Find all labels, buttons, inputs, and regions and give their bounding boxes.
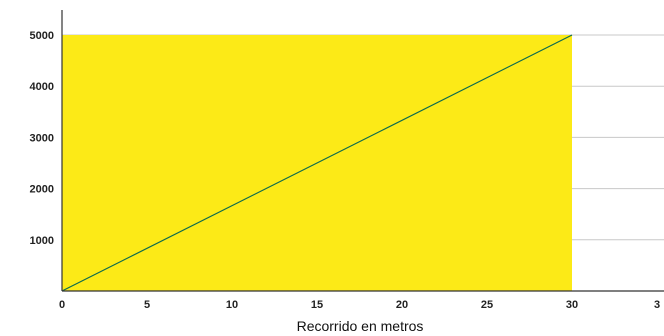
- y-tick-label: 2000: [30, 184, 54, 196]
- x-tick-labels: 0 5 10 15 20 25 30 3: [59, 299, 660, 311]
- y-tick-labels: 1000 2000 3000 4000 5000: [30, 30, 54, 247]
- series-line-0: [61, 34, 573, 292]
- y-tick-label: 3000: [30, 132, 54, 144]
- x-tick-label: 0: [59, 299, 65, 311]
- x-tick-label: 3: [654, 299, 660, 311]
- x-tick-label: 10: [226, 299, 238, 311]
- x-tick-label: 30: [566, 299, 578, 311]
- series-lines: [61, 34, 573, 292]
- x-tick-label: 20: [396, 299, 408, 311]
- x-tick-label: 5: [144, 299, 150, 311]
- x-tick-label: 25: [481, 299, 493, 311]
- x-axis-title: Recorrido en metros: [297, 318, 424, 334]
- y-tick-label: 4000: [30, 81, 54, 93]
- x-tick-label: 15: [311, 299, 323, 311]
- y-tick-label: 1000: [30, 235, 54, 247]
- y-tick-label: 5000: [30, 30, 54, 42]
